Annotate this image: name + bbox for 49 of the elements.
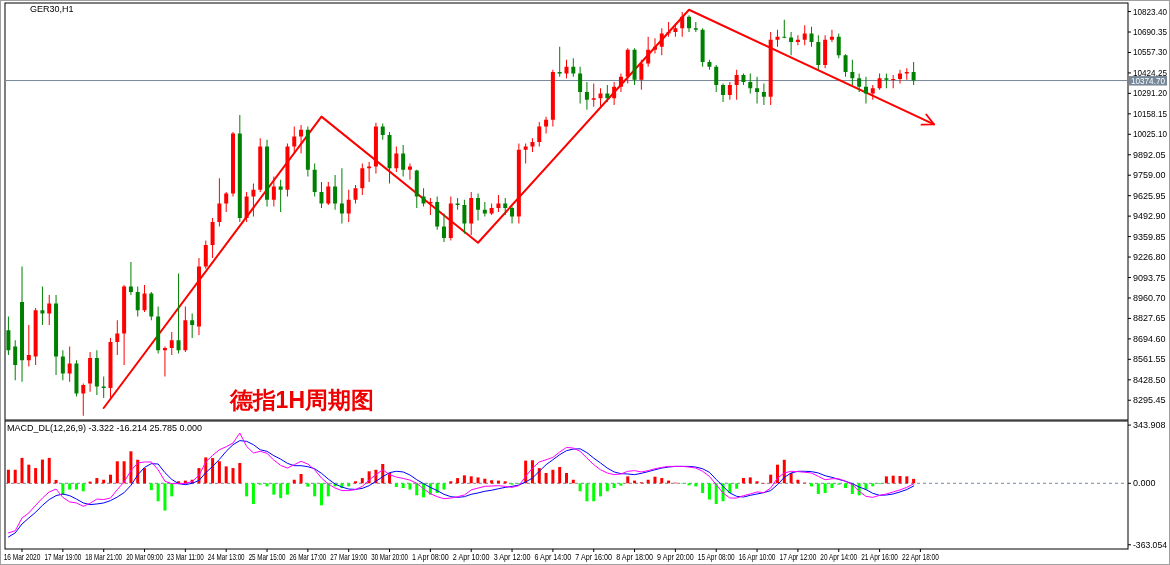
annotation: 德指1H周期图 <box>228 387 375 413</box>
x-tick-label: 8 Apr 18:00 <box>616 552 654 563</box>
y-tick-label: 9492.90 <box>1133 211 1166 222</box>
x-tick-label: 17 Apr 12:00 <box>779 551 817 563</box>
x-tick-label: 18 Mar 21:00 <box>85 551 123 563</box>
chart-title: MACD_DL(12,26,9) -3.322 -16.214 25.785 0.000 <box>7 423 203 433</box>
y-tick-label: 9625.95 <box>1133 190 1166 201</box>
x-tick-label: 22 Apr 18:00 <box>902 551 940 563</box>
y-tick-label: 9093.75 <box>1133 272 1166 283</box>
y-tick-label: 9759.00 <box>1133 170 1166 181</box>
y-tick-label: 9226.80 <box>1133 252 1166 263</box>
x-tick-label: 20 Mar 09:00 <box>126 551 163 563</box>
y-tick-label: 8960.70 <box>1133 292 1166 303</box>
x-tick-label: 2 Apr 10:00 <box>452 552 490 563</box>
x-tick-label: 17 Mar 19:00 <box>44 551 82 563</box>
x-tick-label: 23 Mar 11:00 <box>166 551 205 563</box>
x-tick-label: 7 Apr 16:00 <box>575 552 613 563</box>
y-tick-label: 10025.10 <box>1133 128 1168 140</box>
y-tick-label: -363.054 <box>1133 539 1168 550</box>
x-tick-label: 30 Mar 20:00 <box>371 551 408 563</box>
y-tick-label: 10158.15 <box>1133 108 1168 119</box>
y-tick-label: 343.908 <box>1133 420 1166 431</box>
y-tick-label: 8827.65 <box>1133 313 1166 324</box>
y-tick-label: 8428.50 <box>1133 374 1166 385</box>
y-tick-label: 10823.40 <box>1133 6 1168 17</box>
x-tick-label: 26 Mar 17:00 <box>289 551 327 563</box>
x-tick-label: 20 Apr 14:00 <box>820 551 858 563</box>
y-tick-label: 8694.60 <box>1133 333 1166 344</box>
x-tick-label: 21 Apr 16:00 <box>861 551 899 563</box>
y-tick-label: 9892.05 <box>1133 149 1166 160</box>
x-tick-label: 16 Mar 2020 <box>3 552 41 563</box>
y-tick-label: 0.000 <box>1133 478 1156 489</box>
y-tick-label: 9359.85 <box>1133 231 1166 242</box>
y-tick-label: 8295.45 <box>1133 395 1166 406</box>
y-tick-label: 8561.55 <box>1133 354 1166 365</box>
x-tick-label: 3 Apr 12:00 <box>493 552 531 563</box>
x-tick-label: 24 Mar 13:00 <box>207 551 245 563</box>
x-tick-label: 27 Mar 19:00 <box>330 551 368 563</box>
x-tick-label: 9 Apr 20:00 <box>657 552 695 563</box>
x-tick-label: 15 Apr 08:00 <box>697 551 736 563</box>
x-tick-label: 25 Mar 15:00 <box>248 551 286 563</box>
x-tick-label: 1 Apr 08:00 <box>412 552 450 563</box>
y-tick-label: 10291.20 <box>1133 87 1168 99</box>
y-tick-label: 10690.35 <box>1133 26 1168 38</box>
y-tick-label: 10557.30 <box>1133 47 1168 58</box>
ref-line-label: 10374.70 <box>1131 75 1166 86</box>
chart-title: GER30,H1 <box>30 4 74 14</box>
x-tick-label: 16 Apr 10:00 <box>738 551 776 563</box>
x-tick-label: 6 Apr 14:00 <box>534 552 572 563</box>
